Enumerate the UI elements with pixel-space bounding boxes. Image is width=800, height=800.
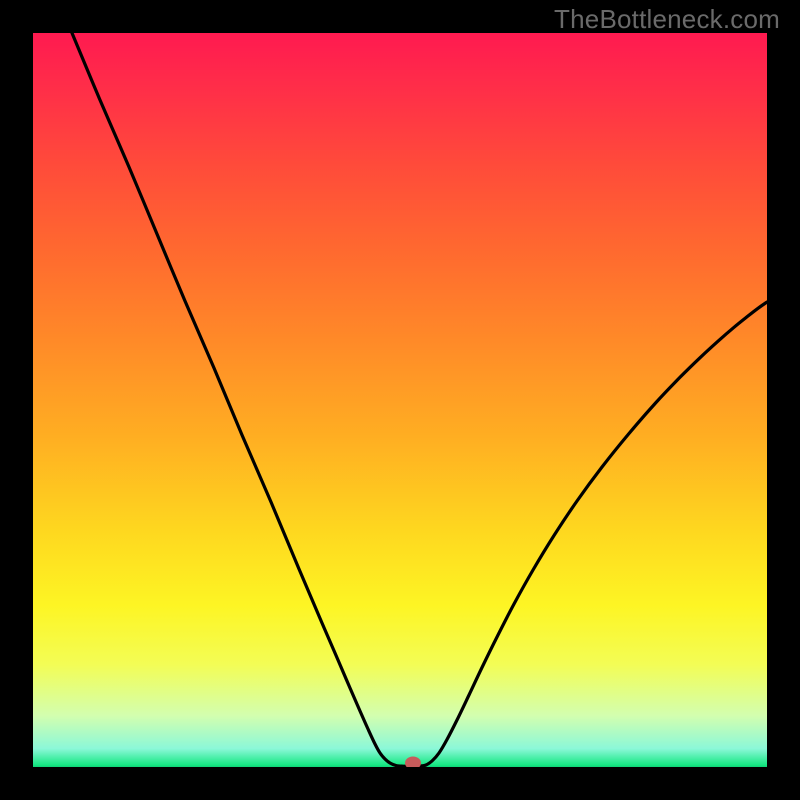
curve-right-branch — [414, 302, 767, 766]
bottleneck-curve — [33, 33, 767, 767]
curve-left-branch — [72, 33, 414, 766]
watermark-text: TheBottleneck.com — [554, 4, 780, 35]
optimal-point-marker — [405, 757, 421, 768]
chart-frame: TheBottleneck.com — [0, 0, 800, 800]
plot-area — [33, 33, 767, 767]
